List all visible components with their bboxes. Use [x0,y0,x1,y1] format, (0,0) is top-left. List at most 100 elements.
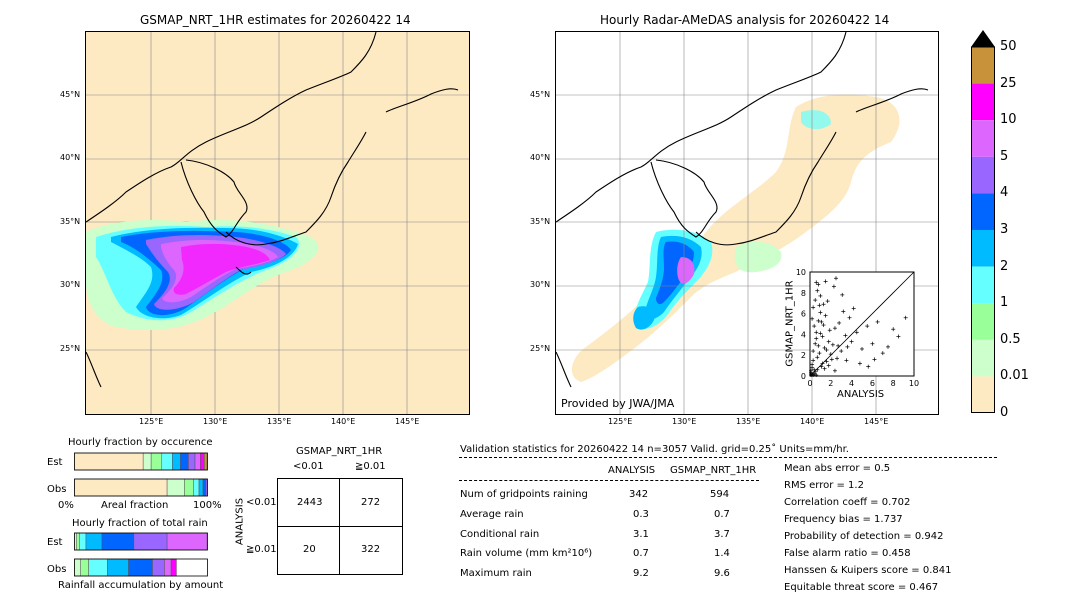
fraction-segment [188,452,196,471]
scatter-point [816,282,821,287]
scatter-point [872,357,877,362]
scatter-point [814,372,819,377]
y-tick-label: 6 [801,310,806,319]
x-tick-label: 10 [909,379,919,388]
scatter-point [817,351,822,356]
contingency-side: ANALYSIS [234,497,246,546]
lon-label: 130°E [203,417,228,426]
tot-est-label: Est [47,537,63,548]
colorbar-segment [971,47,995,84]
y-tick-label: 10 [796,268,806,277]
scatter-point [825,299,830,304]
scatter-point [812,324,817,329]
validation-header: Validation statistics for 20260422 14 n=… [460,444,849,455]
scatter-point [822,366,827,371]
stat-gsmap: 3.7 [714,529,730,540]
scatter-point [810,365,815,370]
right-coastline [556,32,929,388]
scatter-point [818,310,823,315]
colorbar-tick-label: 4 [1000,185,1009,201]
accumulation-label: Rainfall accumulation by amount [58,580,224,591]
scatter-point [815,367,820,372]
scatter-point [822,345,827,350]
stat-label: Rain volume (mm km²10⁶) [460,548,593,559]
scatter-point [818,293,823,298]
scatter-point [860,346,864,351]
stat-gsmap: 9.6 [714,568,730,579]
scatter-point [823,313,828,318]
x-tick-label: 6 [870,379,875,388]
colorbar-tick-label: 0 [1000,405,1009,420]
y-tick-label: 8 [801,289,806,298]
scatter-point [817,303,822,308]
score-line: RMS error = 1.2 [784,480,864,491]
scatter-point [903,315,908,320]
lat-label: 35°N [530,217,551,226]
stat-analysis: 9.2 [633,568,649,579]
scatter-point [819,364,824,369]
lon-label: 135°E [736,417,761,426]
scatter-point [823,279,828,284]
contingency-c12: 272 [361,497,381,508]
lat-label: 35°N [60,217,81,226]
scatter-point [827,328,832,333]
fraction-segment [205,478,208,497]
fraction-segment [180,452,189,471]
lat-label: 25°N [530,344,551,353]
contingency-row1: <0.01 [246,497,277,508]
colorbar-segment [971,156,995,194]
scatter-point [851,306,856,311]
scatter-xlabel: ANALYSIS [837,389,885,400]
lat-label: 40°N [530,153,551,162]
colorbar-segment [971,376,995,413]
fraction-segment [74,452,144,471]
scatter-point [821,302,826,307]
stat-analysis: 0.7 [633,548,649,559]
occ-axis-right: 100% [193,500,222,511]
total-rain-bars [74,532,208,577]
col-gsmap: GSMAP_NRT_1HR [670,465,757,476]
fraction-segment [204,452,208,471]
fraction-segment [200,452,205,471]
scatter-point [818,331,823,336]
scatter-point [865,324,870,329]
scatter-point [810,316,815,321]
col-analysis: ANALYSIS [608,465,656,476]
scatter-point [826,339,831,344]
score-line: Equitable threat score = 0.467 [784,582,939,593]
scatter-point [870,341,875,346]
scatter-point [854,330,859,335]
scatter-point [875,319,880,324]
occurrence-bars [74,452,208,497]
lon-label: 125°E [139,417,164,426]
scatter-point [812,371,817,376]
left-map-title: GSMAP_NRT_1HR estimates for 20260422 14 [140,13,411,27]
scatter-point [824,348,829,352]
stat-analysis: 342 [629,489,649,500]
fraction-segment [74,478,168,497]
colorbar-segment [971,193,995,230]
scatter-point [813,369,818,374]
lon-label: 145°E [395,417,420,426]
tot-obs-label: Obs [47,564,67,575]
x-tick-label: 0 [807,379,812,388]
scatter-point [840,292,845,297]
scatter-point [830,342,835,347]
lon-label: 130°E [672,417,697,426]
score-line: Correlation coeff = 0.702 [784,497,911,508]
stat-label: Num of gridpoints raining [460,489,588,500]
contingency-row2: ≧0.01 [246,544,277,555]
scatter-point [831,284,836,289]
fraction-segment [161,452,173,471]
colorbar-canvas [971,30,995,413]
colorbar-tick-label: 10 [1000,112,1017,128]
scatter-point [829,357,834,362]
diagonal-line [809,271,915,377]
scatter-point [844,358,849,363]
colorbar-segment [971,230,995,267]
fraction-segment [133,532,168,551]
map-credit: Provided by JWA/JMA [561,397,675,410]
colorbar-tick-label: 5 [1000,148,1009,164]
fraction-segment [85,532,103,551]
scatter-point [815,288,820,293]
